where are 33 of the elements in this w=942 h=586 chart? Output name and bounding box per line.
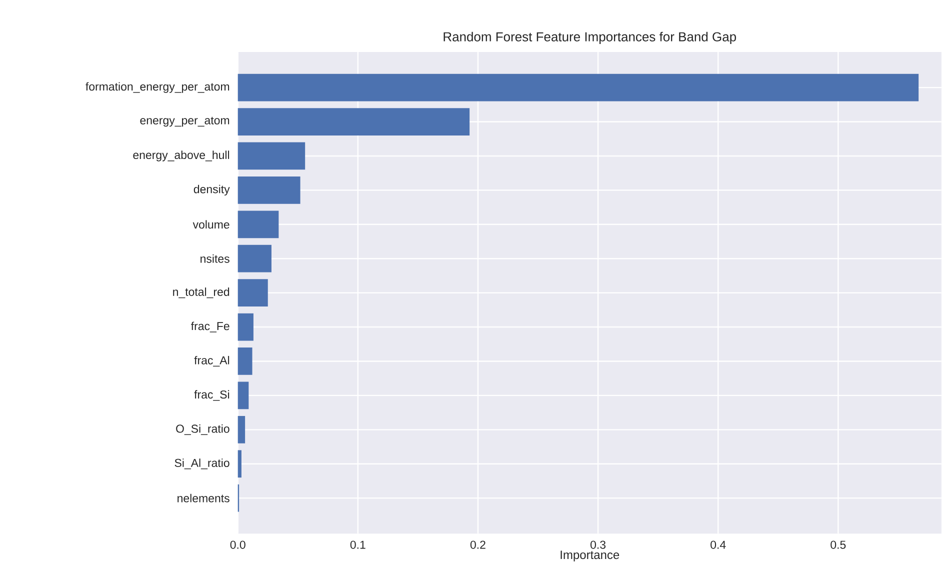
bar <box>238 450 242 478</box>
bar <box>238 416 246 444</box>
y-tick-label: Si_Al_ratio <box>174 458 230 470</box>
x-tick-label: 0.3 <box>590 540 606 550</box>
bar <box>238 314 254 341</box>
y-tick-label: frac_Si <box>194 390 230 401</box>
bar <box>238 142 306 170</box>
y-tick-label: formation_energy_per_atom <box>86 82 230 94</box>
bar <box>238 382 249 410</box>
x-axis-title: Importance <box>560 550 620 562</box>
y-tick-label: n_total_red <box>173 288 230 298</box>
bar <box>238 279 268 307</box>
y-tick-label: energy_above_hull <box>133 150 230 162</box>
bar <box>238 74 919 102</box>
y-tick-label: volume <box>192 220 230 229</box>
bar <box>238 348 252 376</box>
y-tick-label: density <box>194 185 230 196</box>
y-tick-label: frac_Al <box>194 356 230 367</box>
bar <box>238 108 470 136</box>
x-tick-label: 0.1 <box>350 540 366 550</box>
bar <box>238 210 279 238</box>
y-tick-label: energy_per_atom <box>140 117 230 127</box>
x-tick-label: 0.0 <box>230 540 246 550</box>
bar <box>238 245 272 272</box>
y-tick-label: nsites <box>200 254 230 264</box>
x-tick-label: 0.2 <box>470 540 486 550</box>
x-tick-label: 0.5 <box>830 540 846 550</box>
x-tick-label: 0.4 <box>710 540 726 550</box>
bar <box>238 176 300 204</box>
y-tick-label: nelements <box>178 494 230 502</box>
y-tick-label: frac_Fe <box>191 322 230 333</box>
chart-title: Random Forest Feature Importances for Band Gap <box>444 32 736 44</box>
y-tick-label: O_Si_ratio <box>176 424 230 436</box>
